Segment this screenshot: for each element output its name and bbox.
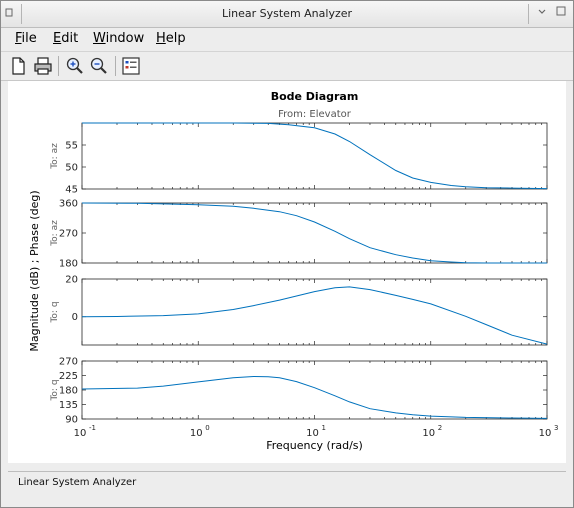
menu-file-mnemonic: F <box>15 31 22 46</box>
axes-box <box>81 122 548 190</box>
title-separator-right <box>528 4 529 24</box>
chart-title: Bode Diagram <box>271 90 359 103</box>
y-tick-label: 55 <box>65 141 78 152</box>
series-line <box>82 122 548 190</box>
x-axis-label: Frequency (rad/s) <box>266 439 363 452</box>
menu-window[interactable]: Window <box>93 31 144 46</box>
y-tick-label: 225 <box>59 371 78 382</box>
panel-output-label: To: az <box>50 220 60 247</box>
menu-window-label: indow <box>105 31 145 46</box>
y-tick-label: 360 <box>59 199 78 210</box>
status-text: Linear System Analyzer <box>18 477 137 488</box>
toolbar-separator <box>115 56 116 76</box>
title-separator-left <box>21 4 22 24</box>
y-tick-label: 270 <box>59 229 78 240</box>
print-icon[interactable] <box>32 55 54 77</box>
legend-icon[interactable] <box>120 55 142 77</box>
bode-diagram[interactable]: Bode Diagram From: Elevator Magnitude (dB)… <box>8 81 566 463</box>
plot-canvas[interactable]: Bode Diagram From: Elevator Magnitude (dB)… <box>8 81 566 463</box>
status-bar: Linear System Analyzer <box>8 471 566 496</box>
window-title: Linear System Analyzer <box>221 7 353 20</box>
panel-output-label: To: az <box>50 143 60 170</box>
y-tick-label: 45 <box>65 185 78 196</box>
menu-file[interactable]: File <box>15 31 37 46</box>
x-tick-label: 10 <box>74 428 87 439</box>
toolbar-separator <box>58 56 59 76</box>
zoom-in-icon[interactable] <box>64 55 86 77</box>
menu-edit-mnemonic: E <box>53 31 62 46</box>
y-axis-label: Magnitude (dB) ; Phase (deg) <box>28 190 41 351</box>
x-tick-exponent: 1 <box>322 424 326 432</box>
chart-subtitle: From: Elevator <box>278 109 352 120</box>
toolbar <box>1 51 573 81</box>
y-tick-label: 50 <box>65 163 78 174</box>
series-line <box>81 202 547 264</box>
zoom-out-icon[interactable] <box>88 55 110 77</box>
y-tick-label: 180 <box>59 386 78 397</box>
series-line <box>81 375 548 419</box>
y-tick-label: 0 <box>72 312 78 323</box>
menu-edit[interactable]: Edit <box>53 31 78 46</box>
minimize-icon[interactable] <box>535 1 549 21</box>
y-tick-label: 135 <box>59 400 78 411</box>
x-tick-label: 10 <box>190 428 203 439</box>
menu-file-label: ile <box>21 31 37 46</box>
menu-bar: File Edit Window Help <box>1 28 573 50</box>
x-tick-exponent: 2 <box>438 424 442 432</box>
y-tick-label: 20 <box>65 275 78 286</box>
panel-output-label: To: q <box>50 301 60 323</box>
menu-window-mnemonic: W <box>93 31 106 46</box>
menu-help[interactable]: Help <box>156 31 186 46</box>
window-menu-icon[interactable] <box>5 1 19 21</box>
x-tick-label: 10 <box>306 428 319 439</box>
x-tick-exponent: 0 <box>205 424 209 432</box>
menu-help-label: elp <box>165 31 186 46</box>
x-tick-exponent: -1 <box>89 424 96 432</box>
axes-box <box>81 278 548 346</box>
menu-help-mnemonic: H <box>156 31 166 46</box>
axes-box <box>81 202 548 264</box>
title-bar[interactable]: Linear System Analyzer <box>1 1 573 28</box>
y-tick-label: 180 <box>59 259 78 270</box>
new-file-icon[interactable] <box>7 55 29 77</box>
y-tick-label: 90 <box>65 415 78 426</box>
series-line <box>81 286 548 345</box>
x-tick-label: 10 <box>539 428 552 439</box>
axes-box <box>81 360 548 420</box>
maximize-icon[interactable] <box>554 1 568 21</box>
panel-output-label: To: q <box>50 379 60 401</box>
y-tick-label: 270 <box>59 357 78 368</box>
menu-edit-label: dit <box>61 31 79 46</box>
x-tick-exponent: 3 <box>554 424 558 432</box>
x-tick-label: 10 <box>422 428 435 439</box>
